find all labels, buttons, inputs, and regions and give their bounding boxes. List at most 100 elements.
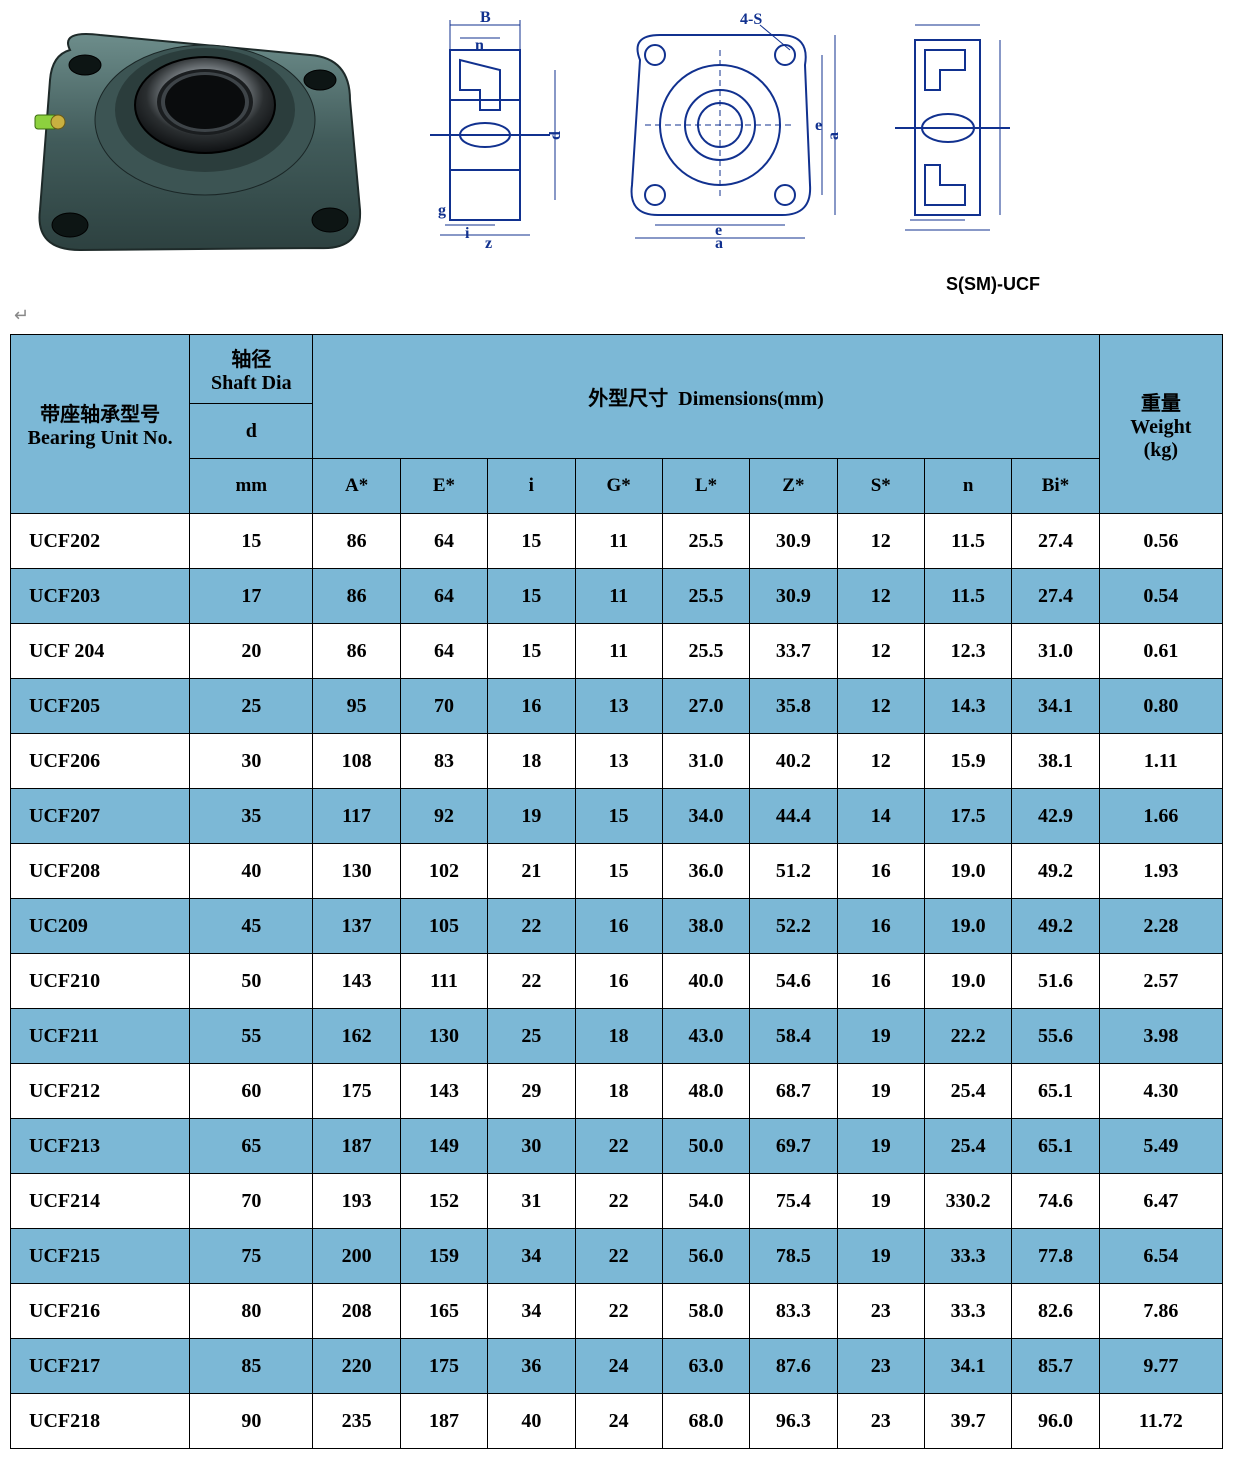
table-cell: 30.9 (750, 569, 837, 624)
table-cell: 87.6 (750, 1339, 837, 1394)
header-mm: mm (190, 459, 313, 514)
dim-label: n (475, 37, 484, 54)
table-cell: 0.54 (1099, 569, 1222, 624)
table-cell: 105 (400, 899, 487, 954)
table-cell: 35 (190, 789, 313, 844)
table-row: UCF2073511792191534.044.41417.542.91.66 (11, 789, 1223, 844)
table-cell: 70 (190, 1174, 313, 1229)
dim-label: 4-S (740, 11, 762, 28)
table-cell: 54.6 (750, 954, 837, 1009)
table-cell: 22 (575, 1284, 662, 1339)
table-cell: 1.66 (1099, 789, 1222, 844)
table-cell: 68.7 (750, 1064, 837, 1119)
table-cell: 16 (575, 899, 662, 954)
table-cell: 69.7 (750, 1119, 837, 1174)
table-cell: 19.0 (924, 844, 1011, 899)
table-cell: 13 (575, 679, 662, 734)
table-cell: 34.1 (924, 1339, 1011, 1394)
table-cell: 85.7 (1012, 1339, 1099, 1394)
table-cell: 15 (488, 624, 575, 679)
table-cell: 64 (400, 624, 487, 679)
table-cell: UCF206 (11, 734, 190, 789)
top-section: B n d g i z (10, 10, 1223, 295)
table-cell: 23 (837, 1394, 924, 1449)
table-cell: 63.0 (662, 1339, 749, 1394)
dim-label: z (485, 235, 492, 250)
table-cell: 19 (837, 1174, 924, 1229)
table-cell: 22 (488, 954, 575, 1009)
table-cell: 193 (313, 1174, 400, 1229)
table-cell: 86 (313, 569, 400, 624)
table-row: UCF21575200159342256.078.51933.377.86.54 (11, 1229, 1223, 1284)
table-cell: 43.0 (662, 1009, 749, 1064)
diagram-side-view: B n d g i z (400, 10, 580, 255)
table-cell: 143 (313, 954, 400, 1009)
spec-table: 带座轴承型号 Bearing Unit No. 轴径 Shaft Dia 外型尺… (10, 334, 1223, 1449)
table-cell: 137 (313, 899, 400, 954)
table-cell: 4.30 (1099, 1064, 1222, 1119)
table-cell: UCF214 (11, 1174, 190, 1229)
table-cell: 86 (313, 514, 400, 569)
table-cell: 12 (837, 624, 924, 679)
table-cell: 49.2 (1012, 844, 1099, 899)
header-d: d (190, 404, 313, 459)
dim-label: a (825, 132, 840, 140)
table-cell: 162 (313, 1009, 400, 1064)
table-cell: 12 (837, 679, 924, 734)
table-cell: 60 (190, 1064, 313, 1119)
table-cell: 25.4 (924, 1064, 1011, 1119)
table-cell: 34.1 (1012, 679, 1099, 734)
header-weight: 重量 Weight (kg) (1099, 335, 1222, 514)
return-symbol: ↵ (14, 305, 1223, 326)
table-cell: 65.1 (1012, 1119, 1099, 1174)
header-col: E* (400, 459, 487, 514)
table-cell: 27.0 (662, 679, 749, 734)
table-cell: 34 (488, 1229, 575, 1284)
header-col: n (924, 459, 1011, 514)
table-cell: 12.3 (924, 624, 1011, 679)
table-row: UCF21365187149302250.069.71925.465.15.49 (11, 1119, 1223, 1174)
table-cell: 152 (400, 1174, 487, 1229)
table-cell: 34 (488, 1284, 575, 1339)
table-row: UCF21050143111221640.054.61619.051.62.57 (11, 954, 1223, 1009)
table-cell: 16 (837, 899, 924, 954)
table-cell: 50.0 (662, 1119, 749, 1174)
dim-label: a (715, 235, 723, 250)
table-row: UCF21890235187402468.096.32339.796.011.7… (11, 1394, 1223, 1449)
table-cell: 108 (313, 734, 400, 789)
table-cell: UC209 (11, 899, 190, 954)
table-cell: 31 (488, 1174, 575, 1229)
table-cell: 19.0 (924, 899, 1011, 954)
header-bearing-no: 带座轴承型号 Bearing Unit No. (11, 335, 190, 514)
table-row: UCF21470193152312254.075.419330.274.66.4… (11, 1174, 1223, 1229)
table-cell: UCF215 (11, 1229, 190, 1284)
table-cell: 111 (400, 954, 487, 1009)
table-cell: 68.0 (662, 1394, 749, 1449)
table-row: UCF205259570161327.035.81214.334.10.80 (11, 679, 1223, 734)
table-cell: 11.5 (924, 569, 1011, 624)
dim-label: i (465, 225, 470, 242)
table-cell: 30.9 (750, 514, 837, 569)
table-row: UCF21260175143291848.068.71925.465.14.30 (11, 1064, 1223, 1119)
table-row: UCF2063010883181331.040.21215.938.11.11 (11, 734, 1223, 789)
header-col: S* (837, 459, 924, 514)
table-cell: 0.61 (1099, 624, 1222, 679)
table-cell: 200 (313, 1229, 400, 1284)
table-cell: 86 (313, 624, 400, 679)
table-cell: 31.0 (1012, 624, 1099, 679)
table-cell: 29 (488, 1064, 575, 1119)
table-cell: 3.98 (1099, 1009, 1222, 1064)
table-cell: UCF211 (11, 1009, 190, 1064)
table-cell: 2.28 (1099, 899, 1222, 954)
table-cell: 40 (488, 1394, 575, 1449)
table-cell: 13 (575, 734, 662, 789)
table-cell: 55 (190, 1009, 313, 1064)
table-cell: 117 (313, 789, 400, 844)
header-col: L* (662, 459, 749, 514)
header-col: A* (313, 459, 400, 514)
table-cell: 83 (400, 734, 487, 789)
table-cell: 77.8 (1012, 1229, 1099, 1284)
dim-label: d (547, 131, 564, 140)
dim-label: B (480, 10, 491, 26)
table-cell: 33.3 (924, 1229, 1011, 1284)
